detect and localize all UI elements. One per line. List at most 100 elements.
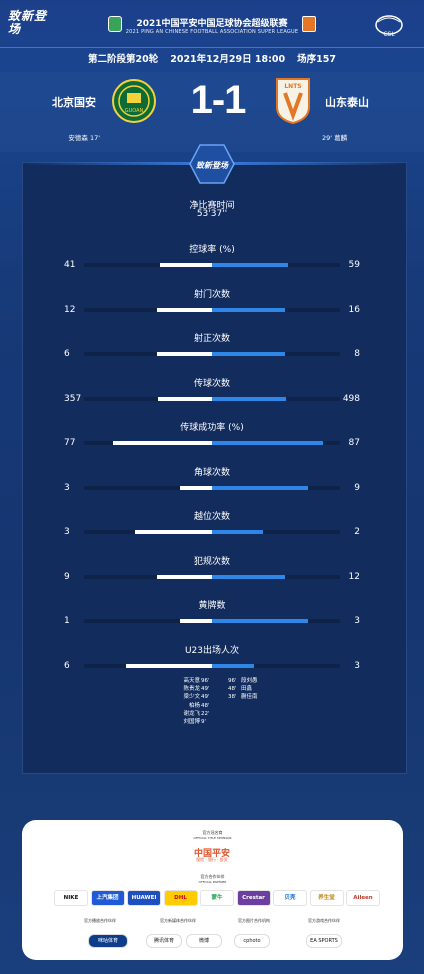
stat-row: 传球成功率 (%) 77 87 [0,420,424,450]
stat-row: 射门次数 12 16 [0,287,424,317]
stat-away-value: 12 [348,571,360,582]
u23-away-minute: 96' [228,678,237,684]
u23-home-name: 陈贵龙 [183,686,200,693]
stat-label: 射正次数 [193,334,230,344]
partner-logo: 贝壳 [273,890,307,906]
stat-away-bar [212,352,285,356]
partner-label-en: OFFICIAL PARTNER [198,880,227,884]
stat-away-value: 498 [342,393,360,404]
title-sponsor-label: 官方冠名商 [202,830,223,835]
away-crest-icon: LNTS [276,78,310,125]
stat-away-bar [212,441,323,445]
match-number: 场序157 [297,54,336,65]
stat-row: 传球次数 357 498 [0,376,424,406]
pingan-badge-icon [302,16,316,32]
stat-away-value: 3 [354,660,360,671]
home-crest-icon: GUOAN [112,79,156,123]
stat-home-bar [157,307,212,312]
stat-label: 黄牌数 [198,601,226,611]
stat-home-bar [158,396,212,401]
category-photo: 官方图片合作机构 [238,918,270,923]
score: 1-1 [190,78,247,122]
stat-away-value: 2 [354,527,360,537]
home-team-name: 北京国安 [52,96,96,109]
stat-home-value: 6 [64,349,70,359]
u23-home-minute: 48' [201,702,210,709]
stat-home-value: 357 [64,393,82,404]
home-crest-text: GUOAN [125,108,144,114]
category-new-media: 官方新媒体合作伙伴 [160,918,196,923]
stat-home-bar [180,485,212,490]
stat-away-value: 9 [354,482,360,493]
stat-home-value: 41 [64,260,76,270]
csl-logo-text: CSL [383,31,395,38]
match-info: 第二阶段第20轮 2021年12月29日 18:00 场序157 [0,51,424,65]
stat-label: 角球次数 [193,467,230,478]
stat-away-bar [212,396,286,401]
u23-home-minute: 49' [201,686,210,693]
category-game: 官方游戏合作伙伴 [308,918,340,923]
stat-home-bar [180,619,212,623]
net-time-label: 净比赛时间 [189,201,235,211]
partner-logo: HUAWEI [127,890,161,906]
stat-home-value: 6 [64,660,70,671]
datetime-label: 2021年12月29日 18:00 [170,54,286,65]
stat-home-bar [113,441,212,445]
hex-badge-text: 致新登场 [196,161,229,170]
title-sponsor-sub: 保险 · 银行 · 投资 [196,857,228,862]
csl-logo-icon: CSL [375,15,403,38]
stat-home-value: 9 [64,571,70,582]
stat-home-value: 12 [64,304,76,315]
stat-home-bar [157,574,212,579]
u23-home-name: 刘国博 [183,719,200,725]
u23-away-name: 蒯佳南 [241,694,258,701]
u23-home-minute: 9' [201,719,207,725]
partner-label: 官方合作伙伴 [200,874,225,879]
stat-away-bar [212,530,263,534]
header-bar: 致新登场 2021中国平安中国足球协会超级联赛 2021 PING AN CHI… [0,0,424,48]
away-scorer: 29' 葛麟 [322,134,348,142]
u23-home-minute: 49' [201,694,210,701]
stat-away-bar [212,485,308,490]
brand-logo: 致新登场 [8,9,48,36]
media-partner-logo: EA SPORTS [306,934,342,948]
competition-title: 2021中国平安中国足球协会超级联赛 [136,19,288,29]
stat-home-value: 3 [64,482,70,493]
away-team-name: 山东泰山 [325,96,369,109]
stat-away-value: 3 [354,616,360,626]
stat-home-value: 77 [64,438,76,448]
stat-home-bar [126,663,212,668]
u23-home-name: 梁少文 [183,694,200,701]
round-label: 第二阶段第20轮 [87,54,159,65]
stat-row: 犯规次数 9 12 [0,554,424,584]
stat-row: 射正次数 6 8 [0,331,424,361]
u23-home-name: 柏杨 [188,702,200,709]
u23-home-name: 谢龙飞 [183,710,200,717]
home-scorer: 安德森 17' [68,134,100,142]
stat-label: 控球率 (%) [189,245,235,255]
stat-row: U23出场人次 6 3 [0,643,424,673]
stat-away-value: 59 [348,260,360,270]
stat-away-bar [212,619,308,623]
stat-home-bar [160,263,212,267]
stat-away-bar [212,307,285,312]
hex-badge-icon: 致新登场 [189,144,235,184]
partner-logo: 养生堂 [309,890,344,906]
stat-row: 越位次数 3 2 [0,509,424,539]
net-time-value: 53'37'' [196,209,228,219]
stat-label: 传球成功率 (%) [180,423,244,433]
category-broadcast: 官方播放合作伙伴 [84,918,116,923]
u23-home-minute: 96' [201,678,210,684]
u23-away-name: 田鑫 [241,686,253,693]
u23-away-minute: 48' [228,686,237,693]
stat-label: 越位次数 [193,512,230,522]
media-partner-logo: 咪咕体育 [88,934,128,948]
score-band [0,72,424,152]
stat-home-value: 1 [64,616,70,626]
stat-away-value: 16 [348,304,360,315]
stat-away-bar [212,574,285,579]
stat-home-bar [157,352,212,356]
media-partner-logo: cphoto [234,934,270,948]
header-divider [0,47,424,48]
stat-home-bar [135,530,212,534]
